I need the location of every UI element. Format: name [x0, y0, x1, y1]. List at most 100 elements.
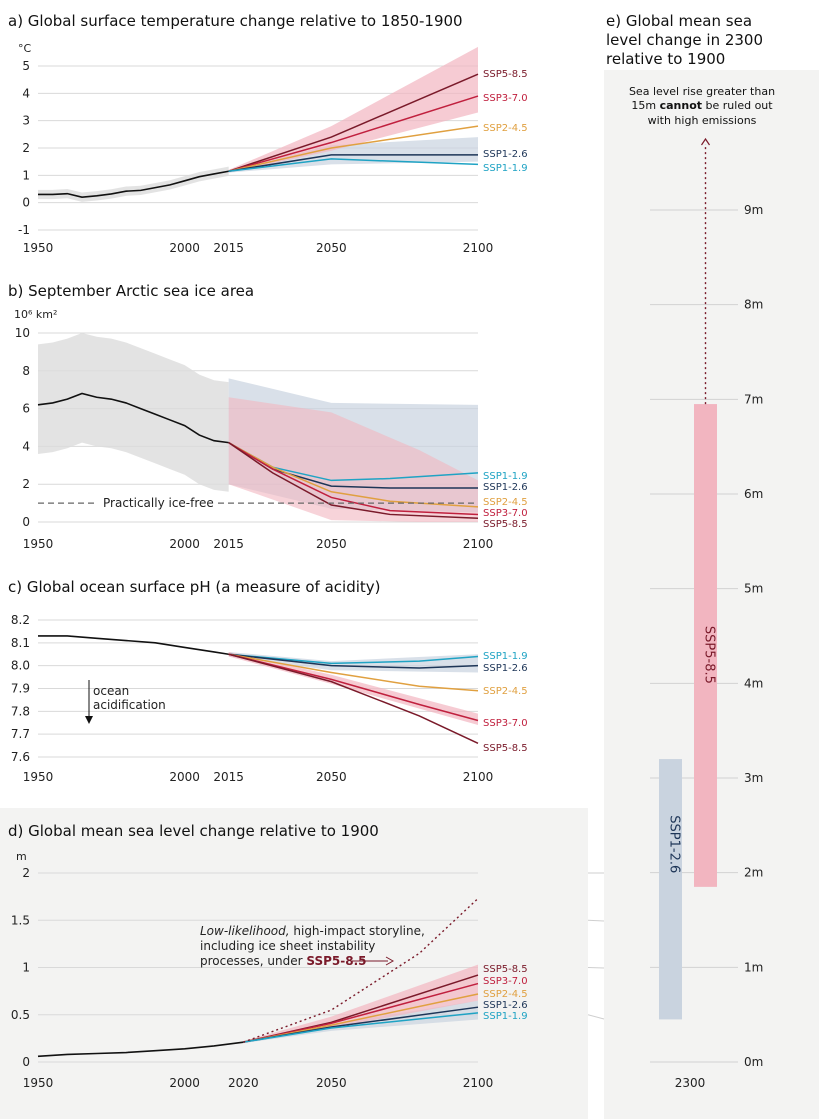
- bar-label-ssp5-8.5: SSP5-8.5: [702, 626, 717, 684]
- series-label-ssp2-4.5: SSP2-4.5: [483, 123, 528, 134]
- series-label-ssp3-7.0: SSP3-7.0: [483, 508, 528, 519]
- acidification-arrow-head: [85, 716, 93, 724]
- storyline-text-line3: processes, under SSP5-8.5: [200, 954, 366, 968]
- panel-e-title-line3: relative to 1900: [606, 50, 725, 68]
- y-tick-label: 0: [22, 1055, 30, 1069]
- panel-c-title: c) Global ocean surface pH (a measure of…: [8, 578, 381, 596]
- panel-e-title-line2: level change in 2300: [606, 31, 763, 49]
- series-label-ssp1-2.6: SSP1-2.6: [483, 149, 528, 160]
- y-tick-label: 5: [22, 59, 30, 73]
- y-tick-label: 8: [22, 364, 30, 378]
- y-tick-label: 3m: [744, 771, 763, 785]
- high-emission-band: [228, 46, 478, 173]
- x-tick-label: 2015: [213, 241, 244, 255]
- note-15m: 15m: [631, 99, 656, 112]
- y-tick-label: 0.5: [11, 1008, 30, 1022]
- panel-a-unit: °C: [18, 42, 32, 55]
- series-label-ssp5-8.5: SSP5-8.5: [483, 519, 528, 530]
- series-line-ssp1-1.9: [228, 653, 479, 665]
- series-line-ssp1-1.9: [228, 158, 479, 172]
- panel-d-title: d) Global mean sea level change relative…: [8, 822, 379, 840]
- panel-d-background: [0, 808, 588, 1119]
- y-tick-label: 4: [22, 86, 30, 100]
- y-tick-label: -1: [18, 223, 30, 237]
- connector-line: [587, 919, 605, 922]
- y-tick-label: 7.7: [11, 727, 30, 741]
- y-tick-label: 5m: [744, 582, 763, 596]
- ice-free-label-bg: [98, 495, 215, 511]
- x-tick-label: 2050: [316, 1076, 347, 1090]
- bar-ssp1-2.6: [659, 759, 682, 1020]
- y-tick-label: 2: [22, 477, 30, 491]
- panel-b-unit: 10⁶ km²: [14, 308, 57, 321]
- series-line-ssp3-7.0: [228, 441, 479, 516]
- series-line-ssp1-2.6: [228, 154, 478, 172]
- series-label-ssp1-1.9: SSP1-1.9: [483, 1011, 528, 1022]
- y-tick-label: 1: [22, 168, 30, 182]
- panel-d-unit: m: [16, 850, 27, 863]
- series-line-ssp2-4.5: [228, 653, 479, 692]
- y-tick-label: 1.5: [11, 913, 30, 927]
- bar-label-ssp1-2.6: SSP1-2.6: [667, 815, 682, 873]
- connector-line: [587, 1014, 605, 1020]
- panel-e-title-line1: e) Global mean sea: [606, 12, 752, 30]
- series-label-ssp1-1.9: SSP1-1.9: [483, 471, 528, 482]
- panel-d-sea-level: d) Global mean sea level change relative…: [8, 822, 528, 1090]
- storyline-text-line1: Low-likelihood, high-impact storyline,: [200, 924, 425, 938]
- x-tick-label: 2050: [316, 770, 347, 784]
- y-tick-label: 4: [22, 439, 30, 453]
- note-ruled-out: be ruled out: [706, 99, 774, 112]
- series-line-ssp3-7.0: [228, 653, 479, 722]
- panel-a-title: a) Global surface temperature change rel…: [8, 12, 463, 30]
- x-tick-label: 2300: [675, 1076, 706, 1090]
- series-label-ssp3-7.0: SSP3-7.0: [483, 718, 528, 729]
- y-tick-label: 0m: [744, 1055, 763, 1069]
- annotation-line2: acidification: [93, 698, 166, 712]
- series-label-ssp5-8.5: SSP5-8.5: [483, 69, 528, 80]
- historical-line: [38, 170, 229, 199]
- historical-line: [38, 635, 229, 656]
- series-label-ssp3-7.0: SSP3-7.0: [483, 976, 528, 987]
- x-tick-label: 2000: [169, 770, 200, 784]
- series-line-ssp5-8.5: [228, 653, 479, 744]
- x-tick-label: 1950: [23, 1076, 54, 1090]
- panel-c-ocean-ph: c) Global ocean surface pH (a measure of…: [8, 578, 528, 784]
- storyline-text-line2: including ice sheet instability: [200, 939, 375, 953]
- y-tick-label: 1m: [744, 960, 763, 974]
- historical-band: [38, 333, 229, 492]
- panel-b-sea-ice: b) September Arctic sea ice area 10⁶ km²…: [8, 282, 528, 551]
- y-tick-label: 6: [22, 402, 30, 416]
- x-tick-label: 2100: [463, 241, 494, 255]
- x-tick-label: 2100: [463, 1076, 494, 1090]
- x-tick-label: 2015: [213, 770, 244, 784]
- series-label-ssp1-1.9: SSP1-1.9: [483, 163, 528, 174]
- bar-ssp5-8.5: [694, 404, 717, 887]
- historical-line: [37, 392, 229, 444]
- y-tick-label: 8.1: [11, 636, 30, 650]
- x-tick-label: 2020: [228, 1076, 259, 1090]
- x-tick-label: 1950: [23, 241, 54, 255]
- y-tick-label: 8m: [744, 298, 763, 312]
- dotted-arrow-head: [701, 137, 710, 146]
- y-tick-label: 0: [22, 196, 30, 210]
- x-tick-label: 2015: [213, 537, 244, 551]
- series-label-ssp2-4.5: SSP2-4.5: [483, 686, 528, 697]
- series-label-ssp2-4.5: SSP2-4.5: [483, 497, 528, 508]
- series-label-ssp5-8.5: SSP5-8.5: [483, 743, 528, 754]
- storyline-arrow-head: [385, 956, 395, 966]
- panel-a-temperature: a) Global surface temperature change rel…: [8, 12, 528, 255]
- y-tick-label: 7m: [744, 392, 763, 406]
- series-label-ssp1-2.6: SSP1-2.6: [483, 663, 528, 674]
- y-tick-label: 1: [22, 961, 30, 975]
- y-tick-label: 3: [22, 114, 30, 128]
- series-label-ssp1-2.6: SSP1-2.6: [483, 1000, 528, 1011]
- y-tick-label: 4m: [744, 676, 763, 690]
- historical-line: [37, 1041, 244, 1058]
- y-tick-label: 7.8: [11, 704, 30, 718]
- historical-band: [38, 166, 229, 202]
- series-label-ssp1-2.6: SSP1-2.6: [483, 482, 528, 493]
- x-tick-label: 1950: [23, 537, 54, 551]
- series-line-ssp3-7.0: [228, 95, 479, 172]
- series-line-ssp2-4.5: [228, 125, 479, 172]
